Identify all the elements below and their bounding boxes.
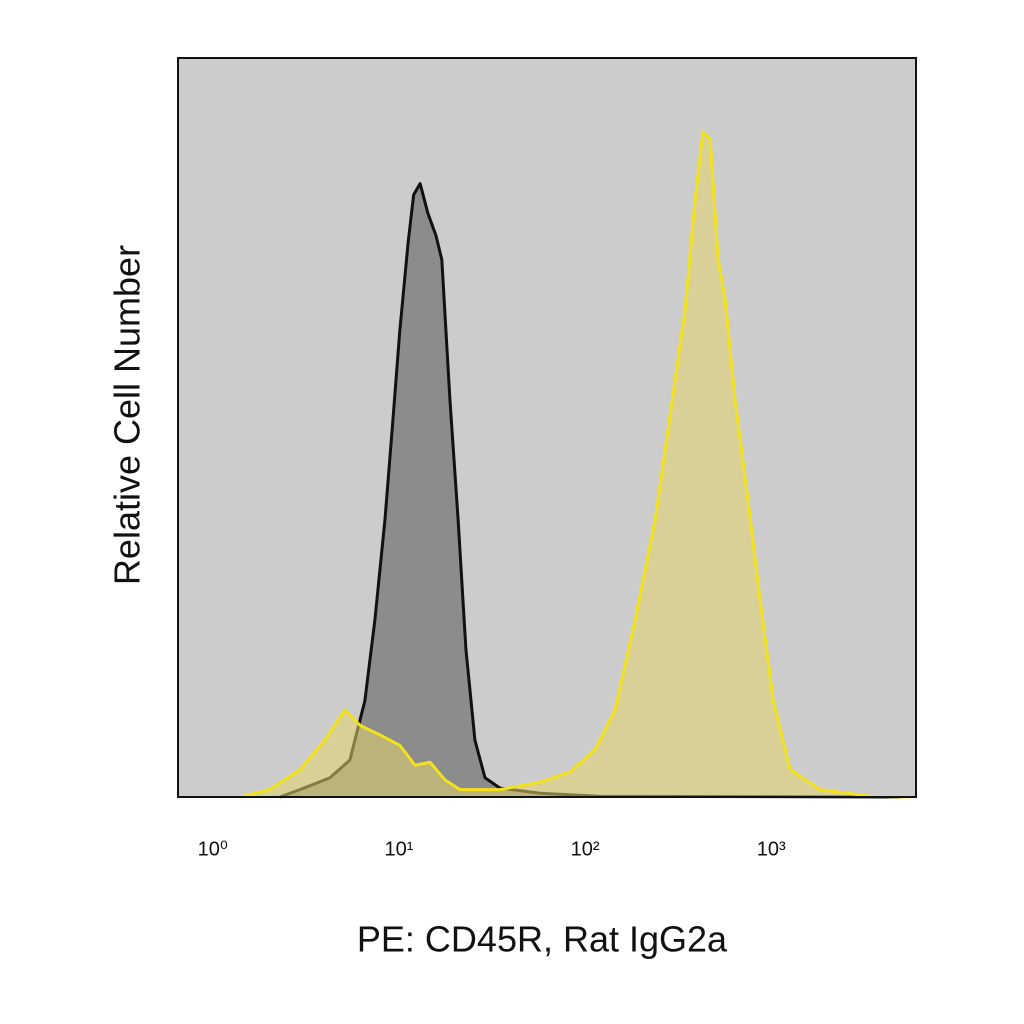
x-tick-label: 10⁰ xyxy=(198,838,228,860)
histogram-curve xyxy=(279,182,901,799)
x-tick-label: 10² xyxy=(571,838,600,860)
x-tick-label: 10¹ xyxy=(384,838,413,860)
plot-frame xyxy=(177,57,917,798)
x-tick-label: 10³ xyxy=(757,838,786,860)
y-axis-label: Relative Cell Number xyxy=(107,245,148,585)
x-axis-label: PE: CD45R, Rat IgG2a xyxy=(357,919,728,960)
histogram-curve xyxy=(239,130,911,799)
series-group xyxy=(239,130,911,799)
plot-area xyxy=(178,58,916,797)
